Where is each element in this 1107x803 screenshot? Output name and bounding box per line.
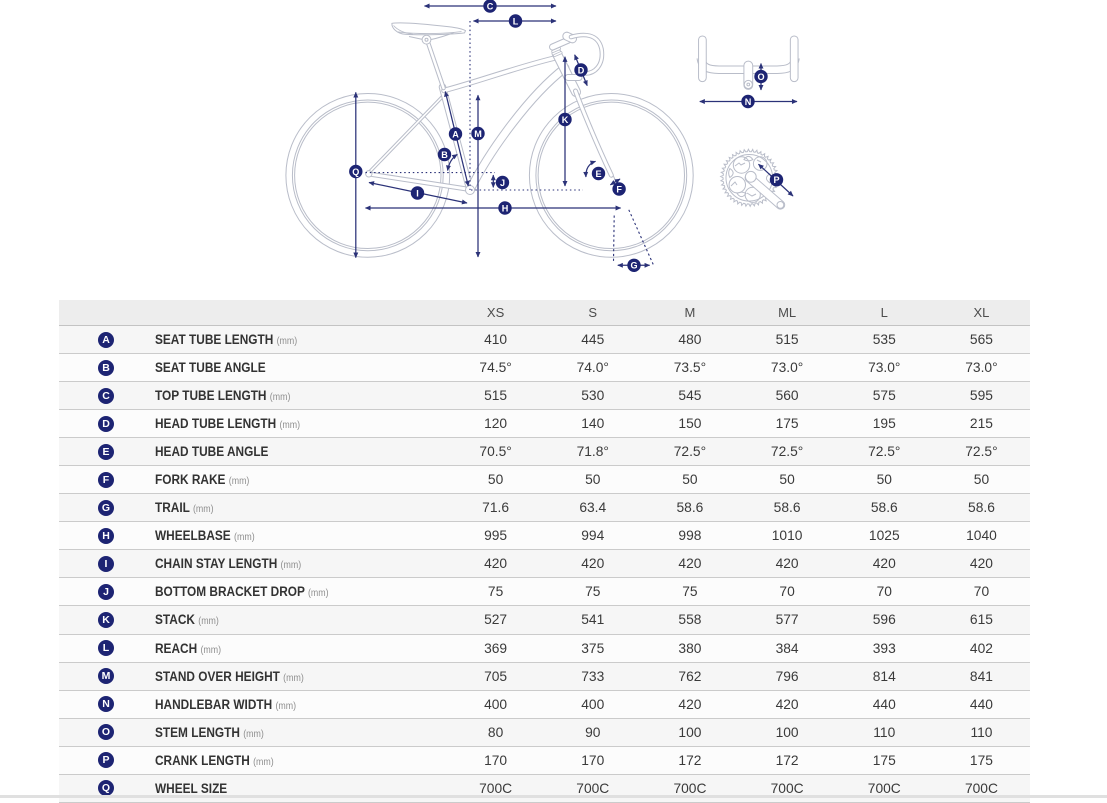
svg-text:N: N <box>745 97 752 107</box>
svg-text:D: D <box>578 65 585 75</box>
svg-text:C: C <box>487 1 494 11</box>
svg-text:P: P <box>773 175 779 185</box>
svg-text:A: A <box>452 129 459 139</box>
svg-text:E: E <box>595 169 601 179</box>
svg-text:B: B <box>441 150 448 160</box>
svg-text:M: M <box>474 129 482 139</box>
svg-text:K: K <box>562 115 569 125</box>
svg-text:J: J <box>500 178 505 188</box>
svg-text:F: F <box>616 184 622 194</box>
svg-text:O: O <box>757 72 764 82</box>
svg-text:G: G <box>630 261 637 271</box>
svg-text:I: I <box>416 188 419 198</box>
svg-text:H: H <box>502 203 509 213</box>
svg-text:L: L <box>513 16 519 26</box>
svg-text:Q: Q <box>352 167 359 177</box>
